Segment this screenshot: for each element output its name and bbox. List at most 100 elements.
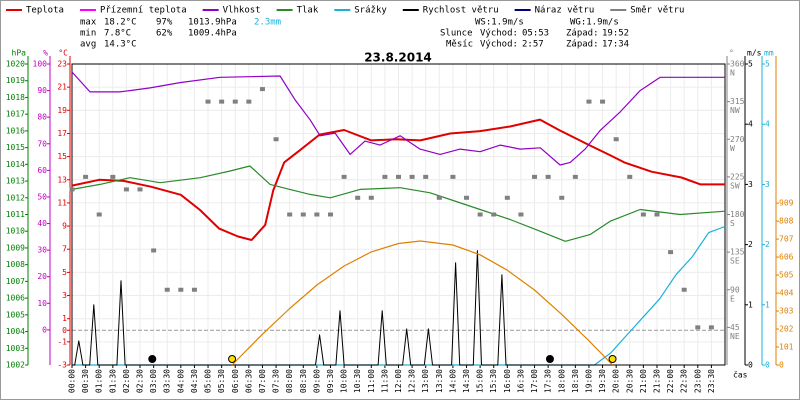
wind-direction-point [491, 212, 497, 217]
x-tick-label: 13:30 [435, 369, 444, 393]
wind-direction-point [423, 174, 429, 179]
wind-direction-point [327, 212, 333, 217]
sun-event [608, 355, 617, 363]
wind-direction-point [164, 287, 170, 292]
stat-press: 1009.4hPa [188, 29, 237, 39]
wind-direction-point [518, 212, 524, 217]
moon-label: Měsíc [446, 40, 473, 50]
y-tick-label: 0 [62, 326, 67, 335]
y-tick-label: 1016 [6, 126, 25, 135]
y-tick-label: 4 [748, 120, 753, 129]
wind-direction-point [600, 99, 606, 104]
x-tick-label: 23:00 [693, 369, 702, 393]
stat-ws: WS:1.9m/s [475, 18, 524, 28]
x-tick-label: 12:00 [394, 369, 403, 393]
y-tick-label: 21 [57, 83, 67, 92]
y-tick-label: 1017 [6, 110, 25, 119]
legend-label: Směr větru [630, 6, 684, 16]
y-tick-label: 2 [748, 240, 753, 249]
y-tick-label: 13 [57, 175, 67, 184]
y-tick-label: 1 [62, 314, 67, 323]
x-tick-label: 23:30 [707, 369, 716, 393]
stat-label: min [80, 29, 96, 39]
wind-direction-point [572, 174, 578, 179]
x-tick-label: 15:00 [476, 369, 485, 393]
wind-direction-point [477, 212, 483, 217]
wind-direction-point [232, 99, 238, 104]
y-tick-label: 45 [730, 323, 740, 332]
legend-label: Rychlost větru [423, 6, 499, 16]
y-tick-label: 90 [730, 285, 740, 294]
y-tick-label: 9 [62, 222, 67, 231]
x-tick-label: 14:00 [448, 369, 457, 393]
stat-temp: 14.3°C [104, 40, 137, 50]
wind-direction-point [151, 248, 157, 253]
moon-set: 17:34 [602, 40, 629, 50]
y-tick-label: 315 [730, 97, 745, 106]
legend-label: Teplota [26, 6, 64, 16]
moon-rise-label: Východ: [480, 40, 518, 50]
wind-direction-point [436, 195, 442, 200]
y-tick-label: 202 [779, 325, 794, 334]
wind-direction-point [137, 187, 143, 192]
legend-label: Vlhkost [223, 6, 261, 16]
wind-direction-point [409, 174, 415, 179]
wind-direction-point [450, 174, 456, 179]
legend-label: Tlak [297, 6, 319, 16]
y-tick-label: 5 [765, 60, 770, 69]
sun-rise-label: Východ: [480, 29, 518, 39]
sun-rise: 05:53 [522, 29, 549, 39]
x-tick-label: 18:00 [557, 369, 566, 393]
stat-press: 1013.9hPa [188, 18, 237, 28]
y-tick-label: 1015 [6, 143, 25, 152]
x-tick-label: 01:30 [108, 369, 117, 393]
x-tick-label: 14:30 [462, 369, 471, 393]
chart-title: 23.8.2014 [364, 51, 432, 65]
wind-direction-point [69, 187, 75, 192]
y-tick-dir: W [730, 144, 735, 153]
wind-direction-point [178, 287, 184, 292]
y-tick-dir: S [730, 219, 735, 228]
y-tick-label: 1013 [6, 177, 25, 186]
x-tick-label: 16:00 [503, 369, 512, 393]
y-tick-label: 1005 [6, 310, 25, 319]
wind-direction-point [123, 187, 129, 192]
y-tick-label: 40 [37, 219, 47, 228]
y-tick-dir: NE [730, 332, 740, 341]
series-line [71, 118, 725, 241]
wind-direction-point [191, 287, 197, 292]
y-tick-label: 2 [765, 240, 770, 249]
x-tick-label: 05:00 [204, 369, 213, 393]
y-tick-label: 17 [57, 129, 67, 138]
y-tick-label: 1006 [6, 294, 25, 303]
wind-direction-point [83, 174, 89, 179]
y-tick-label: 1018 [6, 93, 25, 102]
stat-wg: WG:1.9m/s [570, 18, 619, 28]
wind-direction-point [695, 325, 701, 330]
y-tick-label: 101 [779, 343, 794, 352]
sun-set: 19:52 [602, 29, 629, 39]
y-tick-label: 270 [730, 135, 745, 144]
axis-unit: hPa [12, 49, 27, 58]
wind-direction-point [314, 212, 320, 217]
wind-direction-point [545, 174, 551, 179]
legend-label: Náraz větru [535, 6, 595, 16]
legend-label: Přízemní teplota [100, 6, 187, 16]
y-tick-label: 1014 [6, 160, 25, 169]
x-tick-label: 20:00 [612, 369, 621, 393]
moon-event [148, 355, 157, 363]
axis-unit: % [43, 49, 48, 58]
wind-direction-point [613, 137, 619, 142]
x-tick-label: 20:30 [625, 369, 634, 393]
x-tick-label: 02:30 [136, 369, 145, 393]
wind-direction-point [300, 212, 306, 217]
y-tick-label: 808 [779, 217, 794, 226]
x-tick-label: 10:00 [340, 369, 349, 393]
series-line [72, 250, 725, 366]
wind-direction-point [627, 174, 633, 179]
stat-rain: 2.3mm [254, 18, 281, 28]
y-tick-dir: NW [730, 106, 740, 115]
y-tick-label: 606 [779, 253, 794, 262]
x-tick-label: 07:00 [258, 369, 267, 393]
